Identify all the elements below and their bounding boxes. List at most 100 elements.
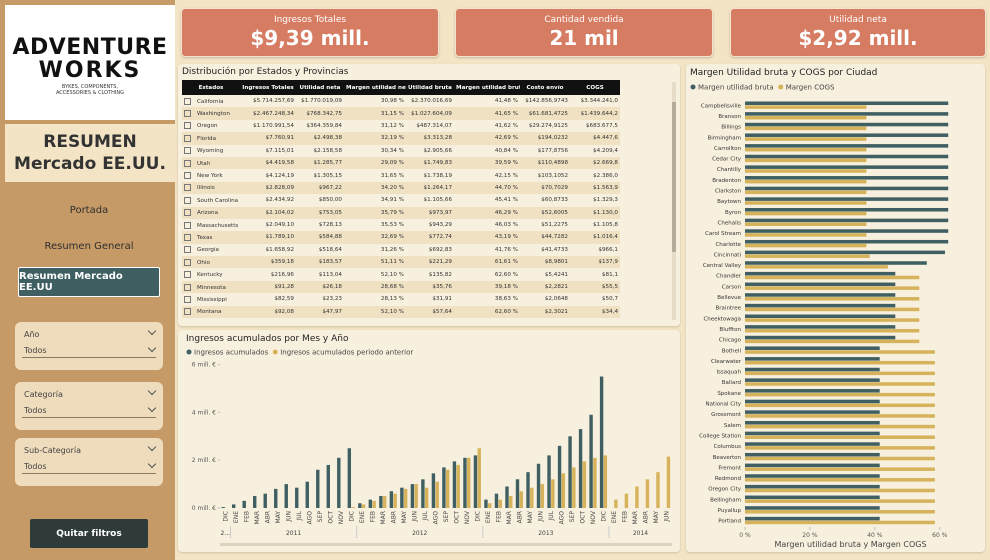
filter[interactable]: Año Todos [15,322,163,370]
y-tick-label: Chandler [716,274,742,280]
bar [488,503,492,508]
table-row: Massachusetts $2.049,10 $728,13 35,53 % $943… [182,219,620,231]
bar [745,271,896,276]
bar [326,464,330,508]
state-cell: Georgia [182,246,240,254]
bar [421,479,425,508]
state-cell: Minnesota [182,283,240,291]
y-tick-label: Birmingham [707,135,741,141]
y-tick-label: Issaquah [716,370,741,376]
y-tick-label: 0 mill. € [192,505,216,512]
bar [263,493,267,508]
y-tick-label: Cheektowaga [703,316,741,322]
state-name: Georgia [197,247,219,254]
nav-button[interactable]: Resumen General [44,240,134,252]
bar [745,392,935,397]
bar [745,282,896,287]
chart: Ingresos acumulados por Mes y Año Ingreso… [178,330,680,552]
table-cell: $135,82 [428,271,452,278]
page-title-line: RESUMEN [43,132,137,152]
x-tick-label: MAY [527,511,534,524]
table-cell: $768.342,75 [306,110,342,117]
bar [536,463,541,508]
state-name: Minnesota [197,284,226,291]
x-tick-label: ABR [264,511,271,523]
year-label: 2013 [538,530,553,537]
table-cell: 52,10 % [380,308,404,315]
bar [745,478,935,482]
table-cell: 31,12 % [380,122,404,129]
table-cell: 46,29 % [494,209,518,216]
state-name: Oregon [197,123,218,130]
state-name: New York [197,173,223,180]
bar [745,314,896,319]
table-cell: $110,4898 [537,160,568,167]
table-cell: $92,08 [274,308,294,315]
kpi-label: Cantidad vendida [544,15,624,25]
y-tick-label: Bothell [722,348,742,354]
table-cell: $2.104,02 [265,209,294,216]
bar [745,484,880,489]
filter[interactable]: Sub-Categoría Todos [15,438,163,486]
state-name: Wyoming [197,148,224,155]
bar [745,250,945,255]
bar [424,487,429,508]
table-cell: $1.770.019,09 [301,98,342,105]
state-name: Ohio [197,259,210,266]
bar [666,456,671,508]
table-cell: $1.130,0 [593,209,618,216]
table-row: South Carolina $2.434,92 $850,00 34,91 % $1.… [182,194,620,206]
x-tick-label: DIC [601,511,608,522]
table-cell: $4.447,6 [593,135,618,142]
table-row: Washington $2.467.248,34 $768.342,75 31,15 … [182,107,620,120]
bar [400,487,404,508]
x-tick-label: MAY [275,511,282,524]
table-cell: $44,7282 [541,234,568,241]
x-tick-label: MAR [254,511,261,524]
logo: ADVENTURE WORKS BYKES, COMPONENTS, ACCES… [5,5,175,120]
bar [745,239,949,244]
state-cell: Montana [182,308,240,316]
sidebar: ADVENTURE WORKS BYKES, COMPONENTS, ACCES… [0,0,175,560]
y-tick-label: 2 mill. € [192,457,216,464]
bar [473,455,478,508]
scrollbar[interactable] [672,82,676,320]
column-header: Utilidad neta [299,84,341,91]
table-cell: 43,19 % [494,234,518,241]
x-tick-label: OCT [327,511,334,524]
filter[interactable]: Categoría Todos [15,382,163,430]
clear-filters-button[interactable]: Quitar filtros [30,519,148,548]
bar [745,424,935,429]
y-tick-label: Carson [722,284,742,290]
table-cell: $1.027.604,09 [411,110,452,117]
bar [745,154,949,159]
bar [745,275,920,280]
year-label: 2011 [286,530,301,537]
nav-button-active[interactable]: Resumen Mercado EE.UU [18,267,160,297]
y-tick-label: Spokane [717,391,741,397]
bar [403,488,408,508]
bar [519,491,523,508]
table-cell: $2.158,58 [313,147,342,154]
bar [745,297,920,301]
table-cell: $1.105,66 [423,197,452,204]
bar [494,493,499,508]
table-row: Minnesota $91,28 $26,18 28,68 % $35,76 39,18 … [182,280,620,294]
state-cell: South Carolina [182,196,240,204]
bar [295,487,299,508]
table-cell: $518,64 [318,246,342,253]
x-tick-label: JUL [548,510,555,521]
nav-button[interactable]: Portada [69,204,109,216]
table-cell: 30,34 % [380,147,404,154]
bar [368,499,373,508]
x-tick-label: 0 % [739,532,751,539]
table-cell: 35,79 % [380,209,404,216]
y-tick-label: Clearwater [711,359,742,365]
bar [589,414,593,508]
table-cell: 45,41 % [494,197,518,204]
bar [745,339,920,344]
table-cell: 41,48 % [494,98,518,105]
filter-value: Todos [24,462,47,471]
bar [745,357,880,361]
bar [745,169,867,173]
